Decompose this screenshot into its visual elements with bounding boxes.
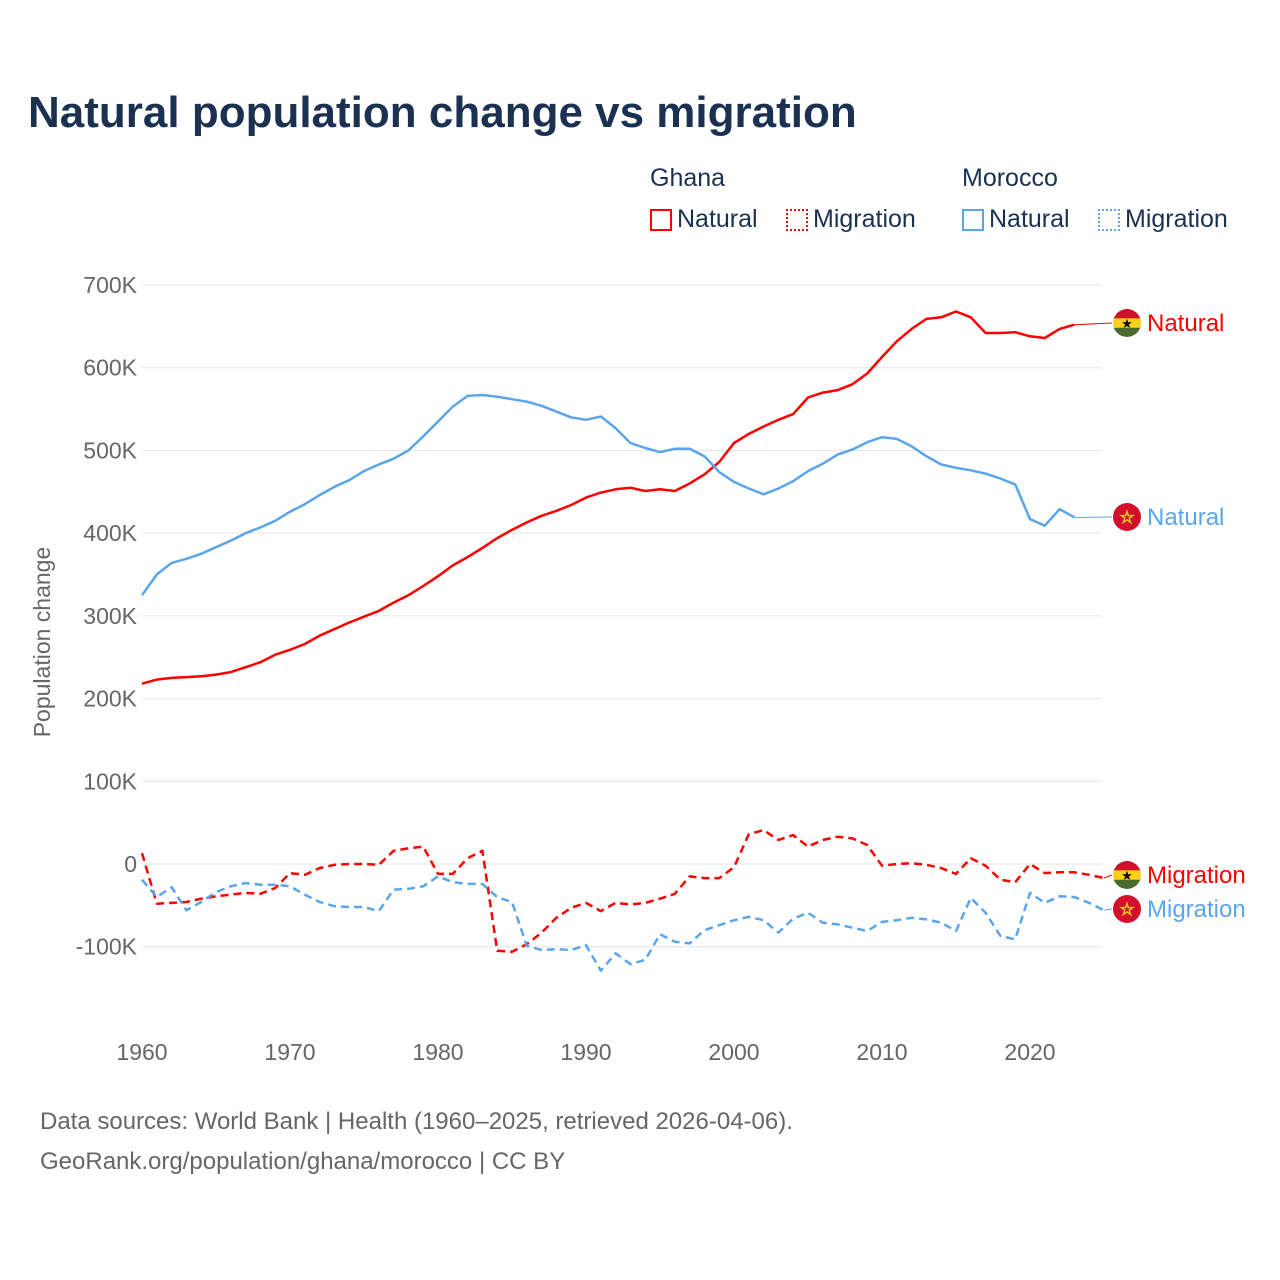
svg-text:☆: ☆ [1119,508,1134,527]
y-tick-label: 0 [124,851,137,877]
legend-morocco-natural[interactable]: Natural [962,205,1070,234]
svg-text:★: ★ [1121,316,1133,331]
x-tick-label: 1980 [412,1039,463,1065]
series-line-morocco-natural [140,393,1076,596]
y-tick-label: -100K [76,934,138,960]
legend-swatch-dotted-blue [1098,208,1120,231]
x-axis-ticks: 1960 1970 1980 1990 2000 2010 2020 [116,1039,1055,1065]
gridlines [142,284,1102,948]
y-tick-label: 700K [83,272,137,298]
legend-label: Migration [813,205,916,233]
x-tick-label: 2010 [856,1039,907,1065]
x-tick-label: 2000 [708,1039,759,1065]
legend-label: Natural [677,205,758,233]
ghana-flag-icon: ★ [1113,861,1141,889]
morocco-flag-icon: ☆ [1113,895,1141,923]
end-label: Migration [1147,862,1246,889]
end-connector [1103,908,1113,911]
y-axis-label: Population change [29,547,55,738]
y-axis-ticks: -100K 0 100K 200K 300K 400K 500K 600K 700K [76,272,138,960]
end-label: Natural [1147,310,1224,337]
series-line-ghana-migration [140,828,1105,953]
footer-credit: GeoRank.org/population/ghana/morocco | C… [40,1148,566,1175]
series-lines [140,310,1105,972]
legend-ghana-natural[interactable]: Natural [650,205,758,234]
y-tick-label: 100K [83,768,137,794]
svg-text:☆: ☆ [1119,900,1134,919]
legend-ghana-migration[interactable]: Migration [786,205,916,234]
series-line-ghana-natural [141,310,1075,685]
svg-text:★: ★ [1121,868,1133,883]
legend-morocco-migration[interactable]: Migration [1098,205,1228,234]
y-tick-label: 600K [83,355,137,381]
legend-swatch-dotted-red [786,208,808,231]
end-label: Migration [1147,896,1246,923]
legend-label: Natural [989,205,1070,233]
legend-swatch-solid-red [650,208,672,231]
y-tick-label: 200K [83,686,137,712]
y-tick-label: 300K [83,603,137,629]
ghana-flag-icon: ★ [1113,309,1141,337]
x-tick-label: 2020 [1004,1039,1055,1065]
end-connector [1103,874,1113,879]
legend-country-ghana: Ghana [650,164,726,192]
y-tick-label: 400K [83,520,137,546]
chart-title: Natural population change vs migration [28,88,857,137]
end-connector [1074,322,1113,326]
x-tick-label: 1990 [560,1039,611,1065]
y-tick-label: 500K [83,437,137,463]
end-labels: ★ Natural ☆ Natural ★ Migration ☆ Migration [1074,309,1246,923]
series-line-morocco-migration [141,875,1105,972]
legend-label: Migration [1125,205,1228,233]
legend-swatch-solid-blue [962,208,984,231]
morocco-flag-icon: ☆ [1113,503,1141,531]
x-tick-label: 1970 [264,1039,315,1065]
footer-sources: Data sources: World Bank | Health (1960–… [40,1108,793,1135]
x-tick-label: 1960 [116,1039,167,1065]
end-label: Natural [1147,504,1224,531]
legend-country-morocco: Morocco [962,164,1058,192]
